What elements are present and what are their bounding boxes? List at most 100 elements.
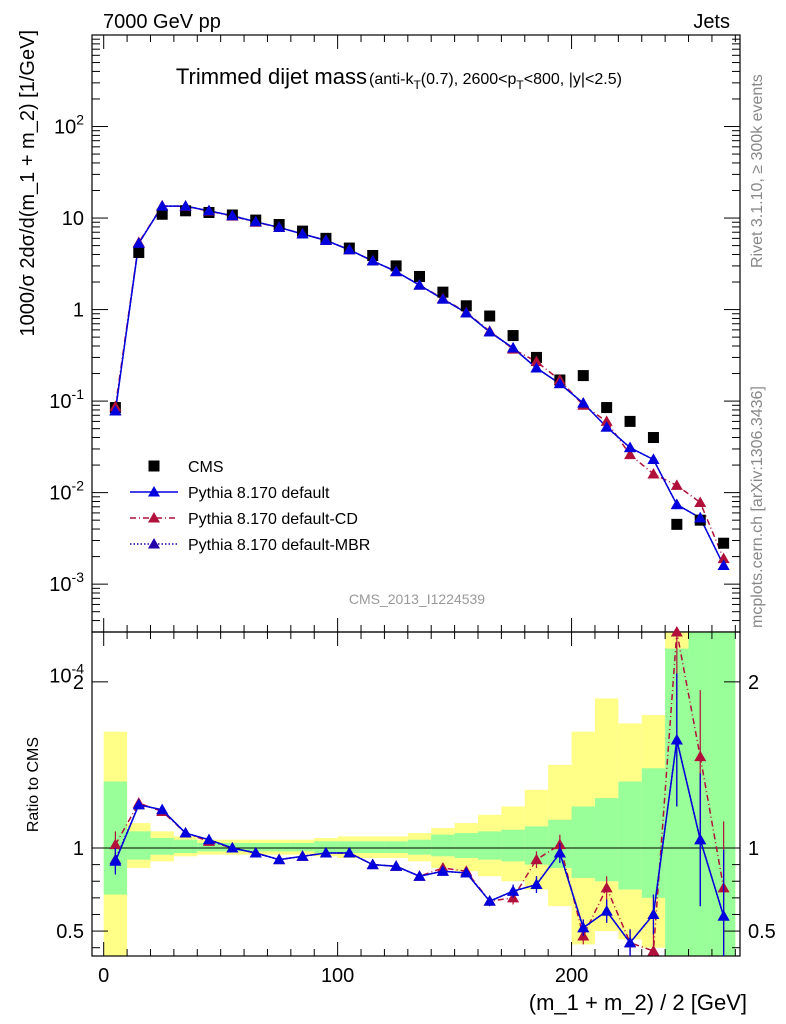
legend-marker xyxy=(148,486,160,497)
ratio-mc-point xyxy=(109,838,122,850)
cms-data-point xyxy=(577,370,589,382)
ratio-mc-point xyxy=(694,833,707,845)
main-ylabel: 1000/σ 2dσ/d(m_1 + m_2) [1/GeV] xyxy=(17,30,39,337)
analysis-watermark: CMS_2013_I1224539 xyxy=(349,591,485,607)
ratio-y-tick-label: 0.5 xyxy=(56,921,84,943)
legend-marker xyxy=(148,460,160,472)
ratio-mc-point xyxy=(319,846,332,858)
ratio-band-inner xyxy=(150,838,174,855)
main-mc-point xyxy=(436,293,449,304)
cms-data-point xyxy=(133,247,145,259)
ratio-y-tick-label-right: 2 xyxy=(748,672,759,694)
main-mc-point xyxy=(202,204,215,216)
main-mc-point xyxy=(343,243,356,255)
ratio-mc-point xyxy=(202,833,215,845)
cms-data-point xyxy=(156,208,168,220)
ratio-plot-area: 0 100 200 0.5 0.5 1 1 2 2 xyxy=(56,626,776,987)
cms-data-point xyxy=(484,310,496,322)
y-tick-label: 1 xyxy=(73,300,84,322)
ratio-mc-point xyxy=(483,895,496,906)
ratio-band-inner xyxy=(384,841,408,853)
ratio-y-tick-label-right: 1 xyxy=(748,838,759,860)
main-mc-point xyxy=(600,421,613,432)
header-right-label: Jets xyxy=(693,11,730,33)
main-mc-point xyxy=(647,467,660,479)
ratio-mc-point xyxy=(273,853,286,865)
main-mc-point xyxy=(366,254,379,266)
main-mc-point xyxy=(156,200,169,211)
main-mc-point xyxy=(530,361,543,373)
ratio-y-tick-label: 2 xyxy=(73,672,84,694)
ratio-band-inner xyxy=(618,781,642,890)
chart-title-main: Trimmed dijet mass xyxy=(176,64,367,89)
ratio-band-inner xyxy=(501,829,525,862)
main-mc-point xyxy=(553,377,566,389)
main-mc-point xyxy=(530,355,543,367)
ratio-band-inner xyxy=(594,798,619,882)
y-tick-label: 10 xyxy=(62,208,84,230)
ratio-band-inner xyxy=(267,843,291,852)
ratio-mc-point xyxy=(600,881,613,893)
main-series-line xyxy=(114,205,725,559)
y-tick-label: 102 xyxy=(54,112,84,139)
main-mc-point xyxy=(507,342,520,353)
ratio-mc-point xyxy=(507,885,520,896)
main-mc-point xyxy=(319,234,332,245)
main-mc-point xyxy=(577,397,590,408)
legend-marker xyxy=(148,512,160,523)
ratio-band-inner xyxy=(477,831,502,860)
mcplots-label: mcplots.cern.ch [arXiv:1306.3436] xyxy=(749,386,766,628)
main-mc-point xyxy=(624,448,637,460)
ratio-mc-point xyxy=(600,905,613,916)
main-mc-point xyxy=(460,306,473,318)
main-mc-point xyxy=(483,325,496,337)
ratio-mc-point xyxy=(670,626,683,637)
ratio-band-inner xyxy=(197,843,221,852)
ratio-mc-point xyxy=(366,858,379,870)
ratio-ylabel: Ratio to CMS xyxy=(25,737,42,832)
ratio-mc-point xyxy=(343,846,356,858)
ratio-band-inner xyxy=(361,841,385,853)
ratio-band-inner xyxy=(407,839,432,855)
ratio-band-inner xyxy=(173,839,198,853)
ratio-band-inner xyxy=(454,833,478,858)
cms-data-point xyxy=(601,402,613,414)
legend: CMS Pythia 8.170 default Pythia 8.170 defa… xyxy=(130,459,370,554)
chart-title-suffix: (anti-kT(0.7), 2600<pT<800, |y|<2.5) xyxy=(369,71,622,92)
ratio-mc-point xyxy=(249,846,262,858)
main-mc-point xyxy=(109,404,122,416)
main-mc-point xyxy=(670,498,683,510)
cms-data-point xyxy=(414,270,426,282)
main-mc-point xyxy=(296,227,309,239)
legend-label: Pythia 8.170 default xyxy=(188,485,330,502)
legend-label: Pythia 8.170 default-MBR xyxy=(188,537,370,554)
main-mc-point xyxy=(390,265,403,277)
legend-marker xyxy=(148,538,160,549)
ratio-mc-point xyxy=(413,870,426,881)
main-mc-point xyxy=(413,279,426,290)
main-mc-point xyxy=(694,511,707,523)
ratio-mc-point xyxy=(226,842,239,853)
ratio-mc-point xyxy=(553,846,566,858)
rivet-version-label: Rivet 3.1.10, ≥ 300k events xyxy=(749,74,766,268)
x-tick-label: 0 xyxy=(98,965,109,987)
ratio-mc-point xyxy=(132,798,145,810)
ratio-mc-point xyxy=(694,750,707,762)
cms-data-point xyxy=(624,415,636,427)
x-tick-label: 200 xyxy=(555,965,588,987)
y-tick-label: 10-3 xyxy=(49,569,84,596)
ratio-mc-point xyxy=(156,803,169,815)
ratio-band-inner xyxy=(127,831,151,860)
ratio-mc-point xyxy=(296,850,309,861)
ratio-y-tick-label-right: 0.5 xyxy=(748,921,776,943)
main-mc-point xyxy=(249,215,262,227)
cms-data-point xyxy=(460,300,472,312)
y-tick-label: 10-1 xyxy=(49,386,84,413)
y-tick-label: 10-4 xyxy=(49,661,84,688)
header-left-label: 7000 GeV pp xyxy=(103,11,221,33)
ratio-band-inner xyxy=(290,843,315,852)
ratio-mc-point xyxy=(390,860,403,871)
ratio-mc-point xyxy=(530,878,543,890)
main-mc-point xyxy=(132,237,145,248)
